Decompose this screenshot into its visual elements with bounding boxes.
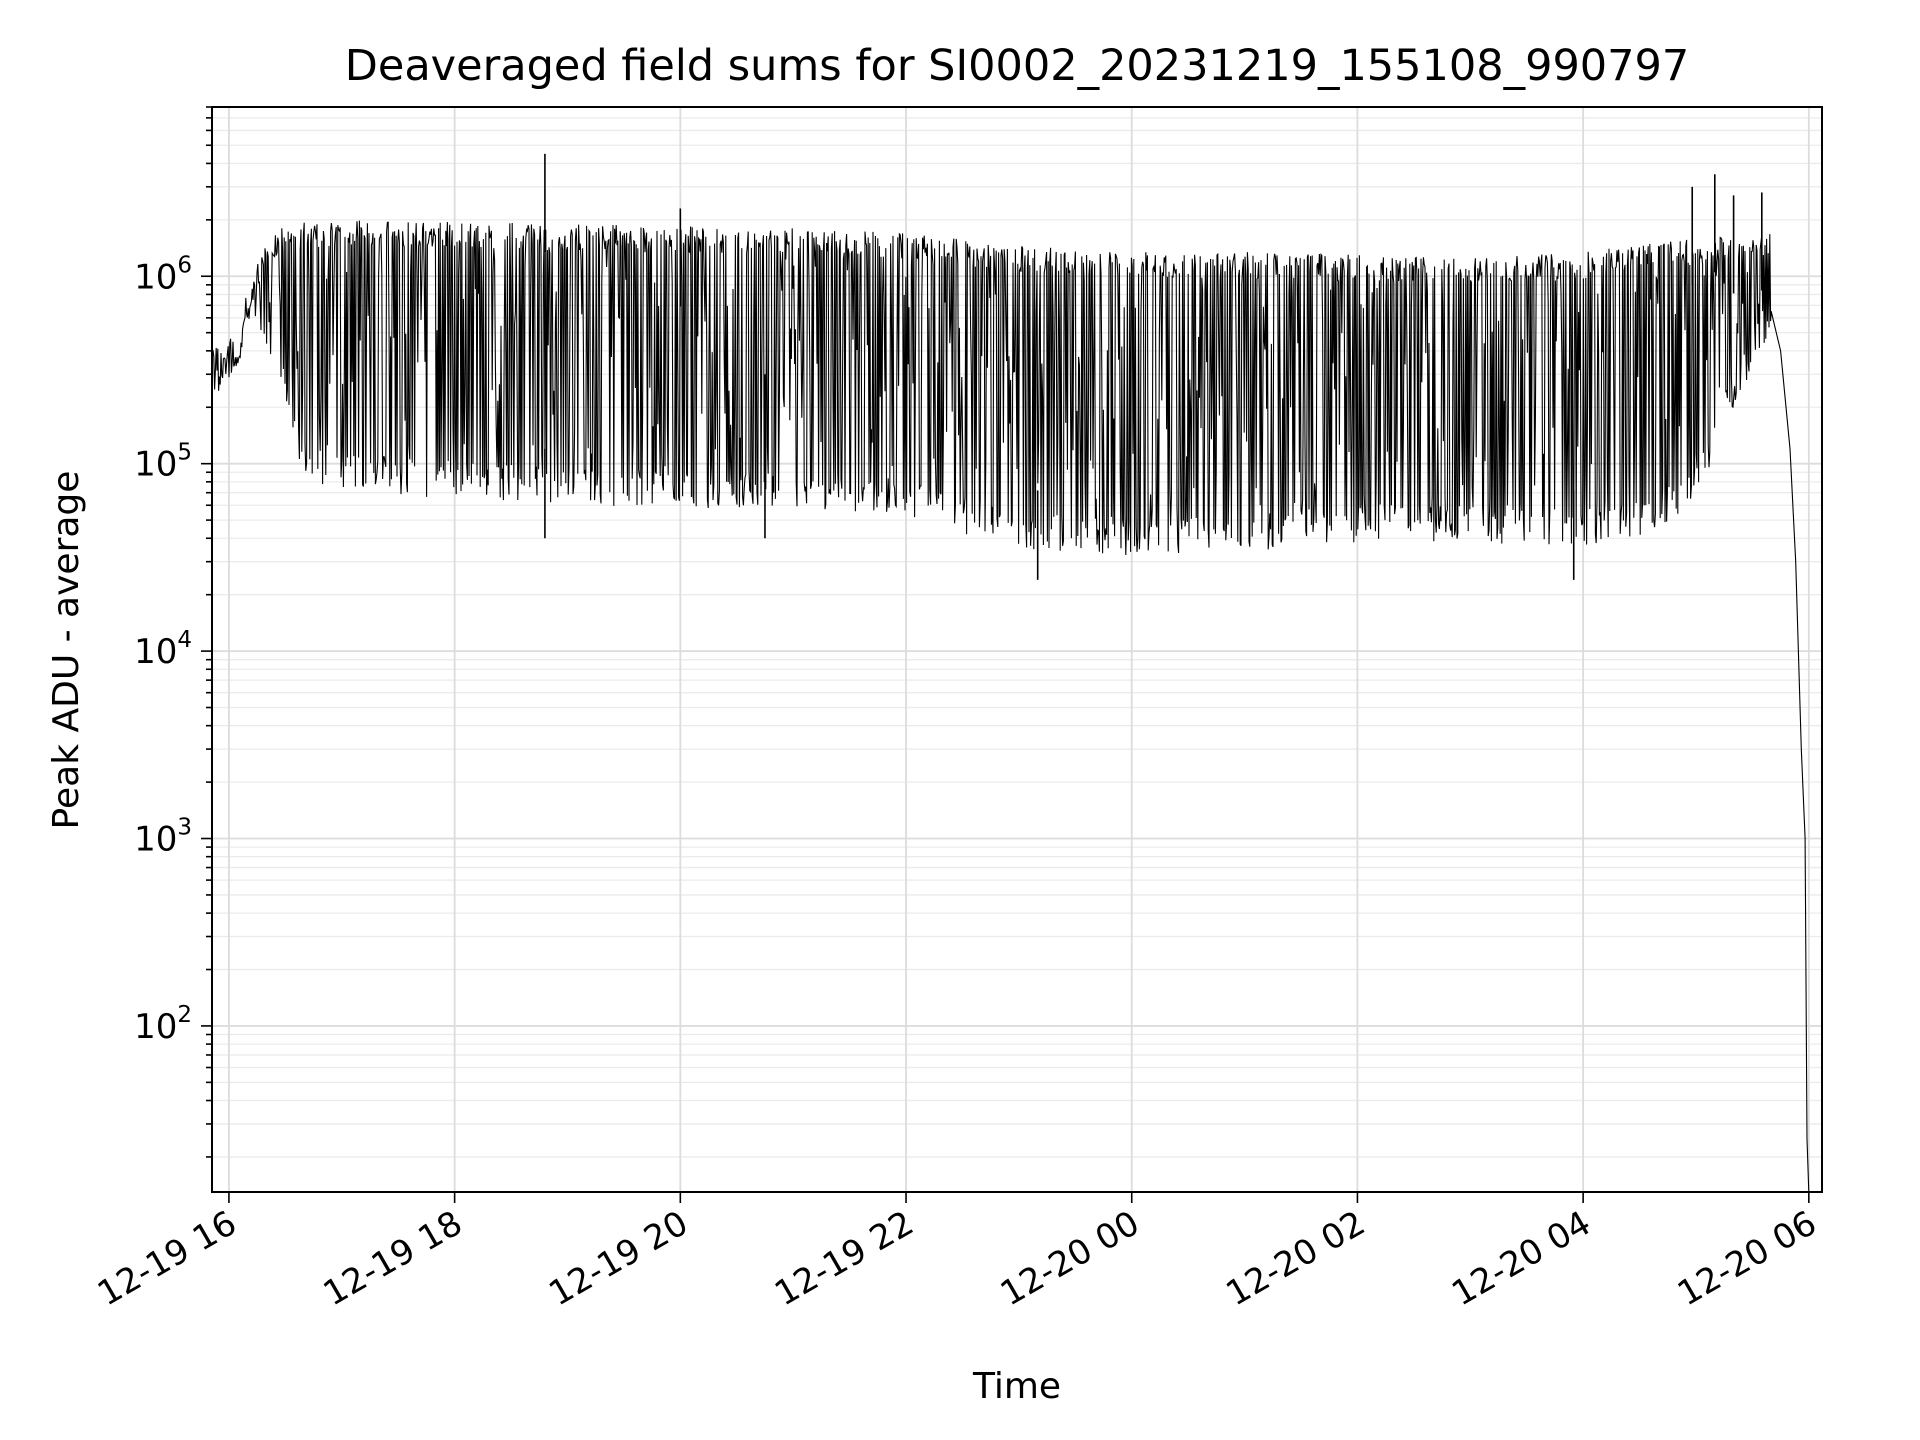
x-tick-label: 12-20 04 — [1445, 1203, 1597, 1314]
y-tick-label: 102 — [134, 1002, 192, 1047]
y-tick-label: 105 — [134, 440, 192, 485]
x-tick-label: 12-19 22 — [768, 1203, 920, 1314]
plot-frame — [211, 106, 1823, 1193]
y-axis-label: Peak ADU - average — [46, 471, 87, 830]
x-tick-label: 12-20 06 — [1671, 1203, 1823, 1314]
y-tick-label: 104 — [134, 627, 192, 672]
x-axis-label: Time — [972, 1366, 1061, 1407]
x-tick-label: 12-19 18 — [317, 1203, 469, 1314]
y-tick-label: 106 — [134, 252, 192, 297]
data-line-group — [212, 153, 1810, 1193]
x-tick-label: 12-19 20 — [542, 1203, 694, 1314]
chart-title: Deaveraged field sums for SI0002_2023121… — [345, 41, 1690, 91]
y-tick-label: 103 — [134, 815, 192, 860]
x-axis: 12-19 16 12-19 18 12-19 20 12-19 22 12-20 00… — [91, 1192, 1823, 1314]
x-tick-label: 12-20 02 — [1220, 1203, 1372, 1314]
x-tick-label: 12-20 00 — [994, 1203, 1146, 1314]
x-tick-label: 12-19 16 — [91, 1203, 243, 1314]
data-series-line — [212, 220, 1810, 1193]
y-axis: 102 103 104 105 106 — [134, 106, 212, 1158]
